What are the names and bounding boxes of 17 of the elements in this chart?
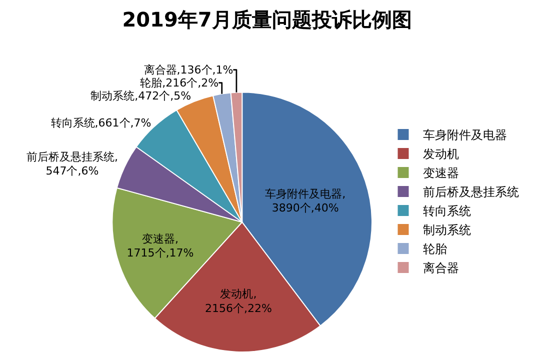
data-label: 发动机, 2156个,22%	[205, 288, 272, 315]
chart-title: 2019年7月质量问题投诉比例图	[122, 8, 412, 32]
data-label: 制动系统,472个,5%	[90, 89, 192, 102]
data-label: 变速器, 1715个,17%	[126, 232, 194, 260]
legend-label: 前后桥及悬挂系统	[423, 185, 520, 200]
data-label: 前后桥及悬挂系统, 547个,6%	[26, 150, 118, 178]
data-label: 轮胎,216个,2%	[140, 76, 219, 90]
legend-label: 发动机	[423, 147, 460, 162]
legend-label: 轮胎	[423, 242, 448, 256]
data-label: 离合器,136个,1%	[144, 63, 234, 76]
legend-label: 制动系统	[423, 223, 472, 238]
legend-label: 变速器	[423, 166, 460, 180]
legend-label: 车身附件及电器	[423, 128, 508, 142]
legend-label: 转向系统	[423, 204, 472, 218]
data-label: 转向系统,661个,7%	[50, 116, 152, 130]
data-label: 车身附件及电器, 3890个,40%	[265, 187, 346, 215]
legend-label: 离合器	[423, 261, 460, 276]
